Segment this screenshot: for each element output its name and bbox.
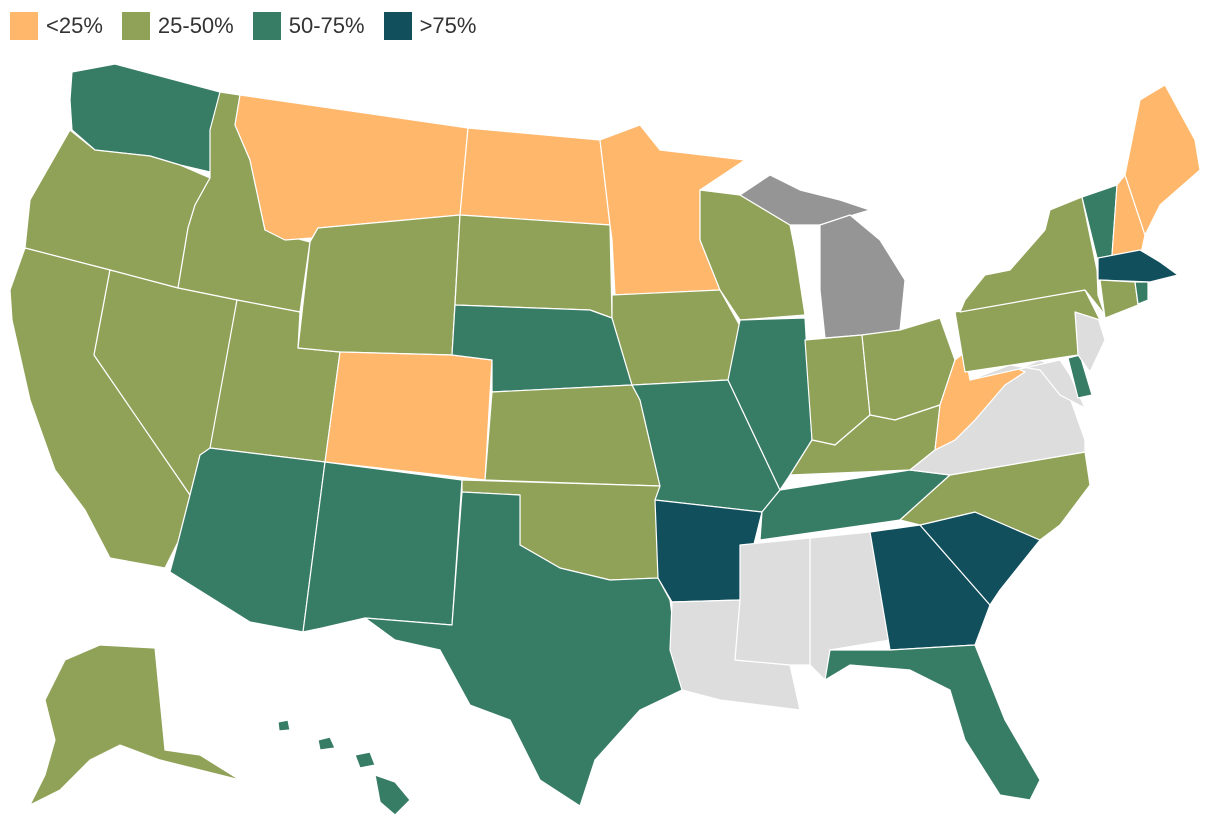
state-mississippi[interactable] [734, 537, 811, 666]
state-north-dakota[interactable] [459, 127, 611, 226]
legend-item-lt25: <25% [10, 12, 103, 40]
state-michigan-upper[interactable] [739, 174, 871, 226]
state-wyoming[interactable] [297, 214, 461, 356]
state-iowa[interactable] [611, 289, 746, 386]
state-hawaii-big[interactable] [374, 774, 411, 816]
state-florida[interactable] [824, 644, 1041, 801]
state-rhode-island[interactable] [1134, 281, 1149, 305]
state-alaska[interactable] [29, 644, 241, 806]
state-delaware[interactable] [1067, 354, 1093, 399]
legend-item-50-75: 50-75% [252, 12, 365, 40]
state-hawaii-kauai[interactable] [277, 719, 291, 732]
state-texas[interactable] [364, 491, 683, 807]
map-legend: <25% 25-50% 50-75% >75% [10, 12, 495, 40]
state-kansas[interactable] [484, 384, 661, 487]
legend-swatch-50-75 [252, 12, 281, 40]
state-maine[interactable] [1124, 84, 1201, 236]
state-hawaii-oahu[interactable] [317, 736, 336, 751]
legend-label-gt75: >75% [419, 13, 477, 38]
state-georgia[interactable] [869, 524, 991, 651]
legend-swatch-gt75 [383, 12, 412, 40]
state-colorado[interactable] [324, 351, 493, 481]
state-south-dakota[interactable] [454, 214, 613, 319]
legend-item-gt75: >75% [383, 12, 477, 40]
legend-label-lt25: <25% [46, 13, 103, 38]
legend-swatch-25-50 [121, 12, 150, 40]
state-massachusetts[interactable] [1097, 249, 1179, 283]
legend-swatch-lt25 [10, 12, 38, 40]
state-new-hampshire[interactable] [1111, 174, 1146, 259]
legend-label-25-50: 25-50% [157, 13, 234, 38]
state-connecticut[interactable] [1099, 279, 1139, 319]
state-new-york[interactable] [959, 196, 1106, 316]
state-michigan-lower[interactable] [819, 214, 906, 339]
state-maryland[interactable] [969, 359, 1086, 409]
state-hawaii-maui[interactable] [354, 751, 376, 769]
legend-item-25-50: 25-50% [121, 12, 234, 40]
legend-label-50-75: 50-75% [288, 13, 365, 38]
state-new-mexico[interactable] [302, 461, 463, 633]
